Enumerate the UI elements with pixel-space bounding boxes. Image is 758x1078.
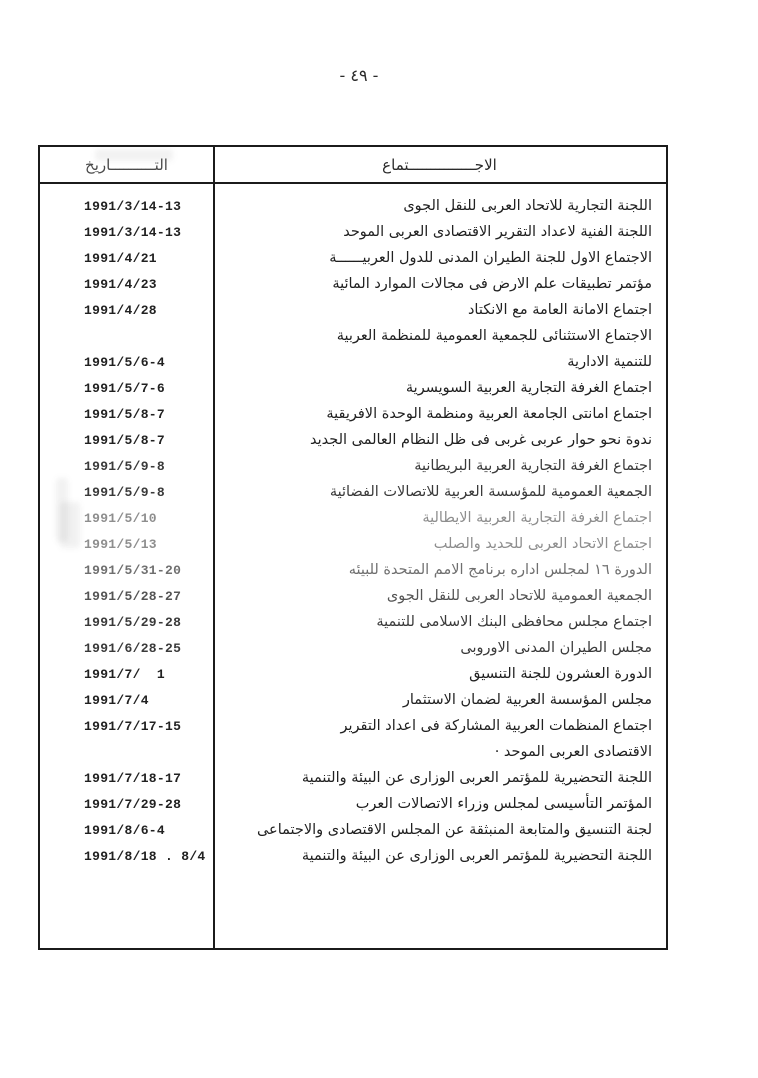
date-cell: 1991/5/8-7 bbox=[84, 432, 166, 448]
table-row: 1991/8/18 . 8/4 اللجنة التحضيرية للمؤتمر… bbox=[40, 843, 666, 869]
meeting-cell: اجتماع الغرفة التجارية العربية السويسرية bbox=[405, 380, 652, 396]
date-cell: 1991/4/21 bbox=[84, 250, 157, 266]
date-cell: 1991/7/4 bbox=[84, 692, 149, 708]
column-header-date: التــــــــــاريخ bbox=[85, 155, 168, 174]
meeting-cell: الدورة ١٦ لمجلس اداره برنامج الامم المتح… bbox=[348, 562, 652, 578]
meeting-cell: المؤتمر التأسيسى لمجلس وزراء الاتصالات ا… bbox=[355, 796, 652, 812]
table-row: 1991/5/13 اجتماع الاتحاد العربى للحديد و… bbox=[40, 531, 666, 557]
date-cell: 1991/5/28-27 bbox=[84, 588, 182, 604]
meeting-cell: لجنة التنسيق والمتابعة المنبثقة عن المجل… bbox=[256, 822, 652, 838]
meeting-cell: للتنمية الادارية bbox=[567, 354, 652, 370]
table-body: 1991/3/14-13 اللجنة التجارية للاتحاد الع… bbox=[40, 184, 666, 869]
date-cell: 1991/5/9-8 bbox=[84, 484, 166, 500]
table-header: التــــــــــاريخ الاجـــــــــــــــتما… bbox=[40, 147, 666, 184]
meeting-cell: ندوة نحو حوار عربى غربى فى ظل النظام الع… bbox=[309, 432, 652, 448]
meeting-cell: اجتماع امانتى الجامعة العربية ومنظمة الو… bbox=[326, 406, 652, 422]
table-row: 1991/5/9-8 الجمعية العمومية للمؤسسة العر… bbox=[40, 479, 666, 505]
date-cell: 1991/5/29-28 bbox=[84, 614, 182, 630]
table-row: 1991/4/21 الاجتماع الاول للجنة الطيران ا… bbox=[40, 245, 666, 271]
table-row: 1991/5/7-6 اجتماع الغرفة التجارية العربي… bbox=[40, 375, 666, 401]
meetings-table: التــــــــــاريخ الاجـــــــــــــــتما… bbox=[38, 145, 668, 950]
meeting-cell: مؤتمر تطبيقات علم الارض فى مجالات الموار… bbox=[332, 276, 652, 292]
table-row: 1991/5/9-8 اجتماع الغرفة التجارية العربي… bbox=[40, 453, 666, 479]
date-cell: 1991/7/17-15 bbox=[84, 718, 182, 734]
table-row: 1991/4/23 مؤتمر تطبيقات علم الارض فى مجا… bbox=[40, 271, 666, 297]
meeting-cell: اجتماع المنظمات العربية المشاركة فى اعدا… bbox=[340, 718, 652, 734]
date-cell: 1991/5/8-7 bbox=[84, 406, 166, 422]
date-cell: 1991/5/13 bbox=[84, 536, 157, 552]
table-row: الاجتماع الاستثنائى للجمعية العمومية للم… bbox=[40, 323, 666, 349]
meeting-cell: الجمعية العمومية للاتحاد العربى للنقل ال… bbox=[386, 588, 652, 604]
table-row: 1991/8/6-4 لجنة التنسيق والمتابعة المنبث… bbox=[40, 817, 666, 843]
date-cell: 1991/5/31-20 bbox=[84, 562, 182, 578]
meeting-cell: الدورة العشرون للجنة التنسيق bbox=[469, 666, 652, 682]
date-cell: 1991/5/7-6 bbox=[84, 380, 166, 396]
date-cell: 1991/4/23 bbox=[84, 276, 157, 292]
date-cell: 1991/5/6-4 bbox=[84, 354, 166, 370]
date-cell: 1991/7/18-17 bbox=[84, 770, 182, 786]
meeting-cell: اجتماع الغرفة التجارية العربية الايطالية bbox=[422, 510, 652, 526]
meeting-cell: اجتماع الامانة العامة مع الانكتاد bbox=[467, 302, 652, 318]
date-cell: 1991/6/28-25 bbox=[84, 640, 182, 656]
table-row: 1991/5/10 اجتماع الغرفة التجارية العربية… bbox=[40, 505, 666, 531]
date-cell: 1991/3/14-13 bbox=[84, 198, 182, 214]
table-row: 1991/6/28-25 مجلس الطيران المدنى الاوروب… bbox=[40, 635, 666, 661]
date-cell: 1991/8/18 . 8/4 bbox=[84, 848, 206, 864]
table-row: 1991/5/28-27 الجمعية العمومية للاتحاد ال… bbox=[40, 583, 666, 609]
meeting-cell: الجمعية العمومية للمؤسسة العربية للاتصال… bbox=[329, 484, 652, 500]
table-row: 1991/7/17-15 اجتماع المنظمات العربية الم… bbox=[40, 713, 666, 739]
table-row: 1991/4/28 اجتماع الامانة العامة مع الانك… bbox=[40, 297, 666, 323]
date-cell: 1991/4/28 bbox=[84, 302, 157, 318]
table-row: 1991/5/31-20 الدورة ١٦ لمجلس اداره برنام… bbox=[40, 557, 666, 583]
meeting-cell: اجتماع الاتحاد العربى للحديد والصلب bbox=[433, 536, 652, 552]
meeting-cell: مجلس المؤسسة العربية لضمان الاستثمار bbox=[402, 692, 652, 708]
meeting-cell: اللجنة التجارية للاتحاد العربى للنقل الج… bbox=[403, 198, 652, 214]
table-row: 1991/7/4 مجلس المؤسسة العربية لضمان الاس… bbox=[40, 687, 666, 713]
table-row: 1991/5/8-7 ندوة نحو حوار عربى غربى فى ظل… bbox=[40, 427, 666, 453]
meeting-cell: مجلس الطيران المدنى الاوروبى bbox=[460, 640, 652, 656]
date-cell: 1991/3/14-13 bbox=[84, 224, 182, 240]
date-cell: 1991/5/9-8 bbox=[84, 458, 166, 474]
table-row: 1991/3/14-13 اللجنة التجارية للاتحاد الع… bbox=[40, 193, 666, 219]
date-cell: 1991/7/29-28 bbox=[84, 796, 182, 812]
meeting-cell: اللجنة التحضيرية للمؤتمر العربى الوزارى … bbox=[301, 770, 652, 786]
table-row: 1991/5/8-7 اجتماع امانتى الجامعة العربية… bbox=[40, 401, 666, 427]
table-row: الاقتصادى العربى الموحد · bbox=[40, 739, 666, 765]
column-header-meeting: الاجـــــــــــــــتماع bbox=[382, 155, 497, 174]
meeting-cell: اجتماع مجلس محافظى البنك الاسلامى للتنمي… bbox=[376, 614, 652, 630]
meeting-cell: الاجتماع الاستثنائى للجمعية العمومية للم… bbox=[336, 328, 652, 344]
table-row: 1991/3/14-13 اللجنة الفنية لاعداد التقري… bbox=[40, 219, 666, 245]
table-row: 1991/5/29-28 اجتماع مجلس محافظى البنك ال… bbox=[40, 609, 666, 635]
column-divider bbox=[213, 147, 215, 948]
date-cell: 1991/5/10 bbox=[84, 510, 157, 526]
meeting-cell: اللجنة التحضيرية للمؤتمر العربى الوزارى … bbox=[301, 848, 652, 864]
meeting-cell: الاجتماع الاول للجنة الطيران المدنى للدو… bbox=[329, 250, 652, 266]
meeting-cell: اجتماع الغرفة التجارية العربية البريطاني… bbox=[414, 458, 652, 474]
page-number: - ٤٩ - bbox=[339, 66, 379, 85]
date-cell: 1991/7/ 1 bbox=[84, 666, 166, 682]
table-row: 1991/7/18-17 اللجنة التحضيرية للمؤتمر ال… bbox=[40, 765, 666, 791]
table-row: 1991/7/ 1 الدورة العشرون للجنة التنسيق bbox=[40, 661, 666, 687]
table-row: 1991/7/29-28 المؤتمر التأسيسى لمجلس وزرا… bbox=[40, 791, 666, 817]
table-row: 1991/5/6-4 للتنمية الادارية bbox=[40, 349, 666, 375]
meeting-cell: الاقتصادى العربى الموحد · bbox=[494, 744, 652, 760]
date-cell: 1991/8/6-4 bbox=[84, 822, 166, 838]
meeting-cell: اللجنة الفنية لاعداد التقرير الاقتصادى ا… bbox=[343, 224, 652, 240]
